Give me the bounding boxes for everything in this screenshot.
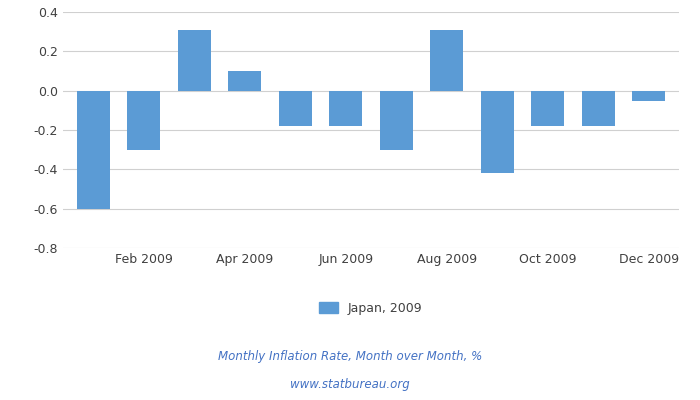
- Bar: [531, 91, 564, 126]
- Bar: [632, 91, 665, 100]
- Bar: [582, 91, 615, 126]
- Bar: [127, 91, 160, 150]
- Text: www.statbureau.org: www.statbureau.org: [290, 378, 410, 391]
- Bar: [228, 71, 261, 91]
- Bar: [77, 91, 110, 209]
- Bar: [329, 91, 362, 126]
- Bar: [481, 91, 514, 173]
- Legend: Japan, 2009: Japan, 2009: [314, 297, 428, 320]
- Bar: [380, 91, 413, 150]
- Bar: [430, 30, 463, 91]
- Text: Monthly Inflation Rate, Month over Month, %: Monthly Inflation Rate, Month over Month…: [218, 350, 482, 363]
- Bar: [279, 91, 312, 126]
- Bar: [178, 30, 211, 91]
